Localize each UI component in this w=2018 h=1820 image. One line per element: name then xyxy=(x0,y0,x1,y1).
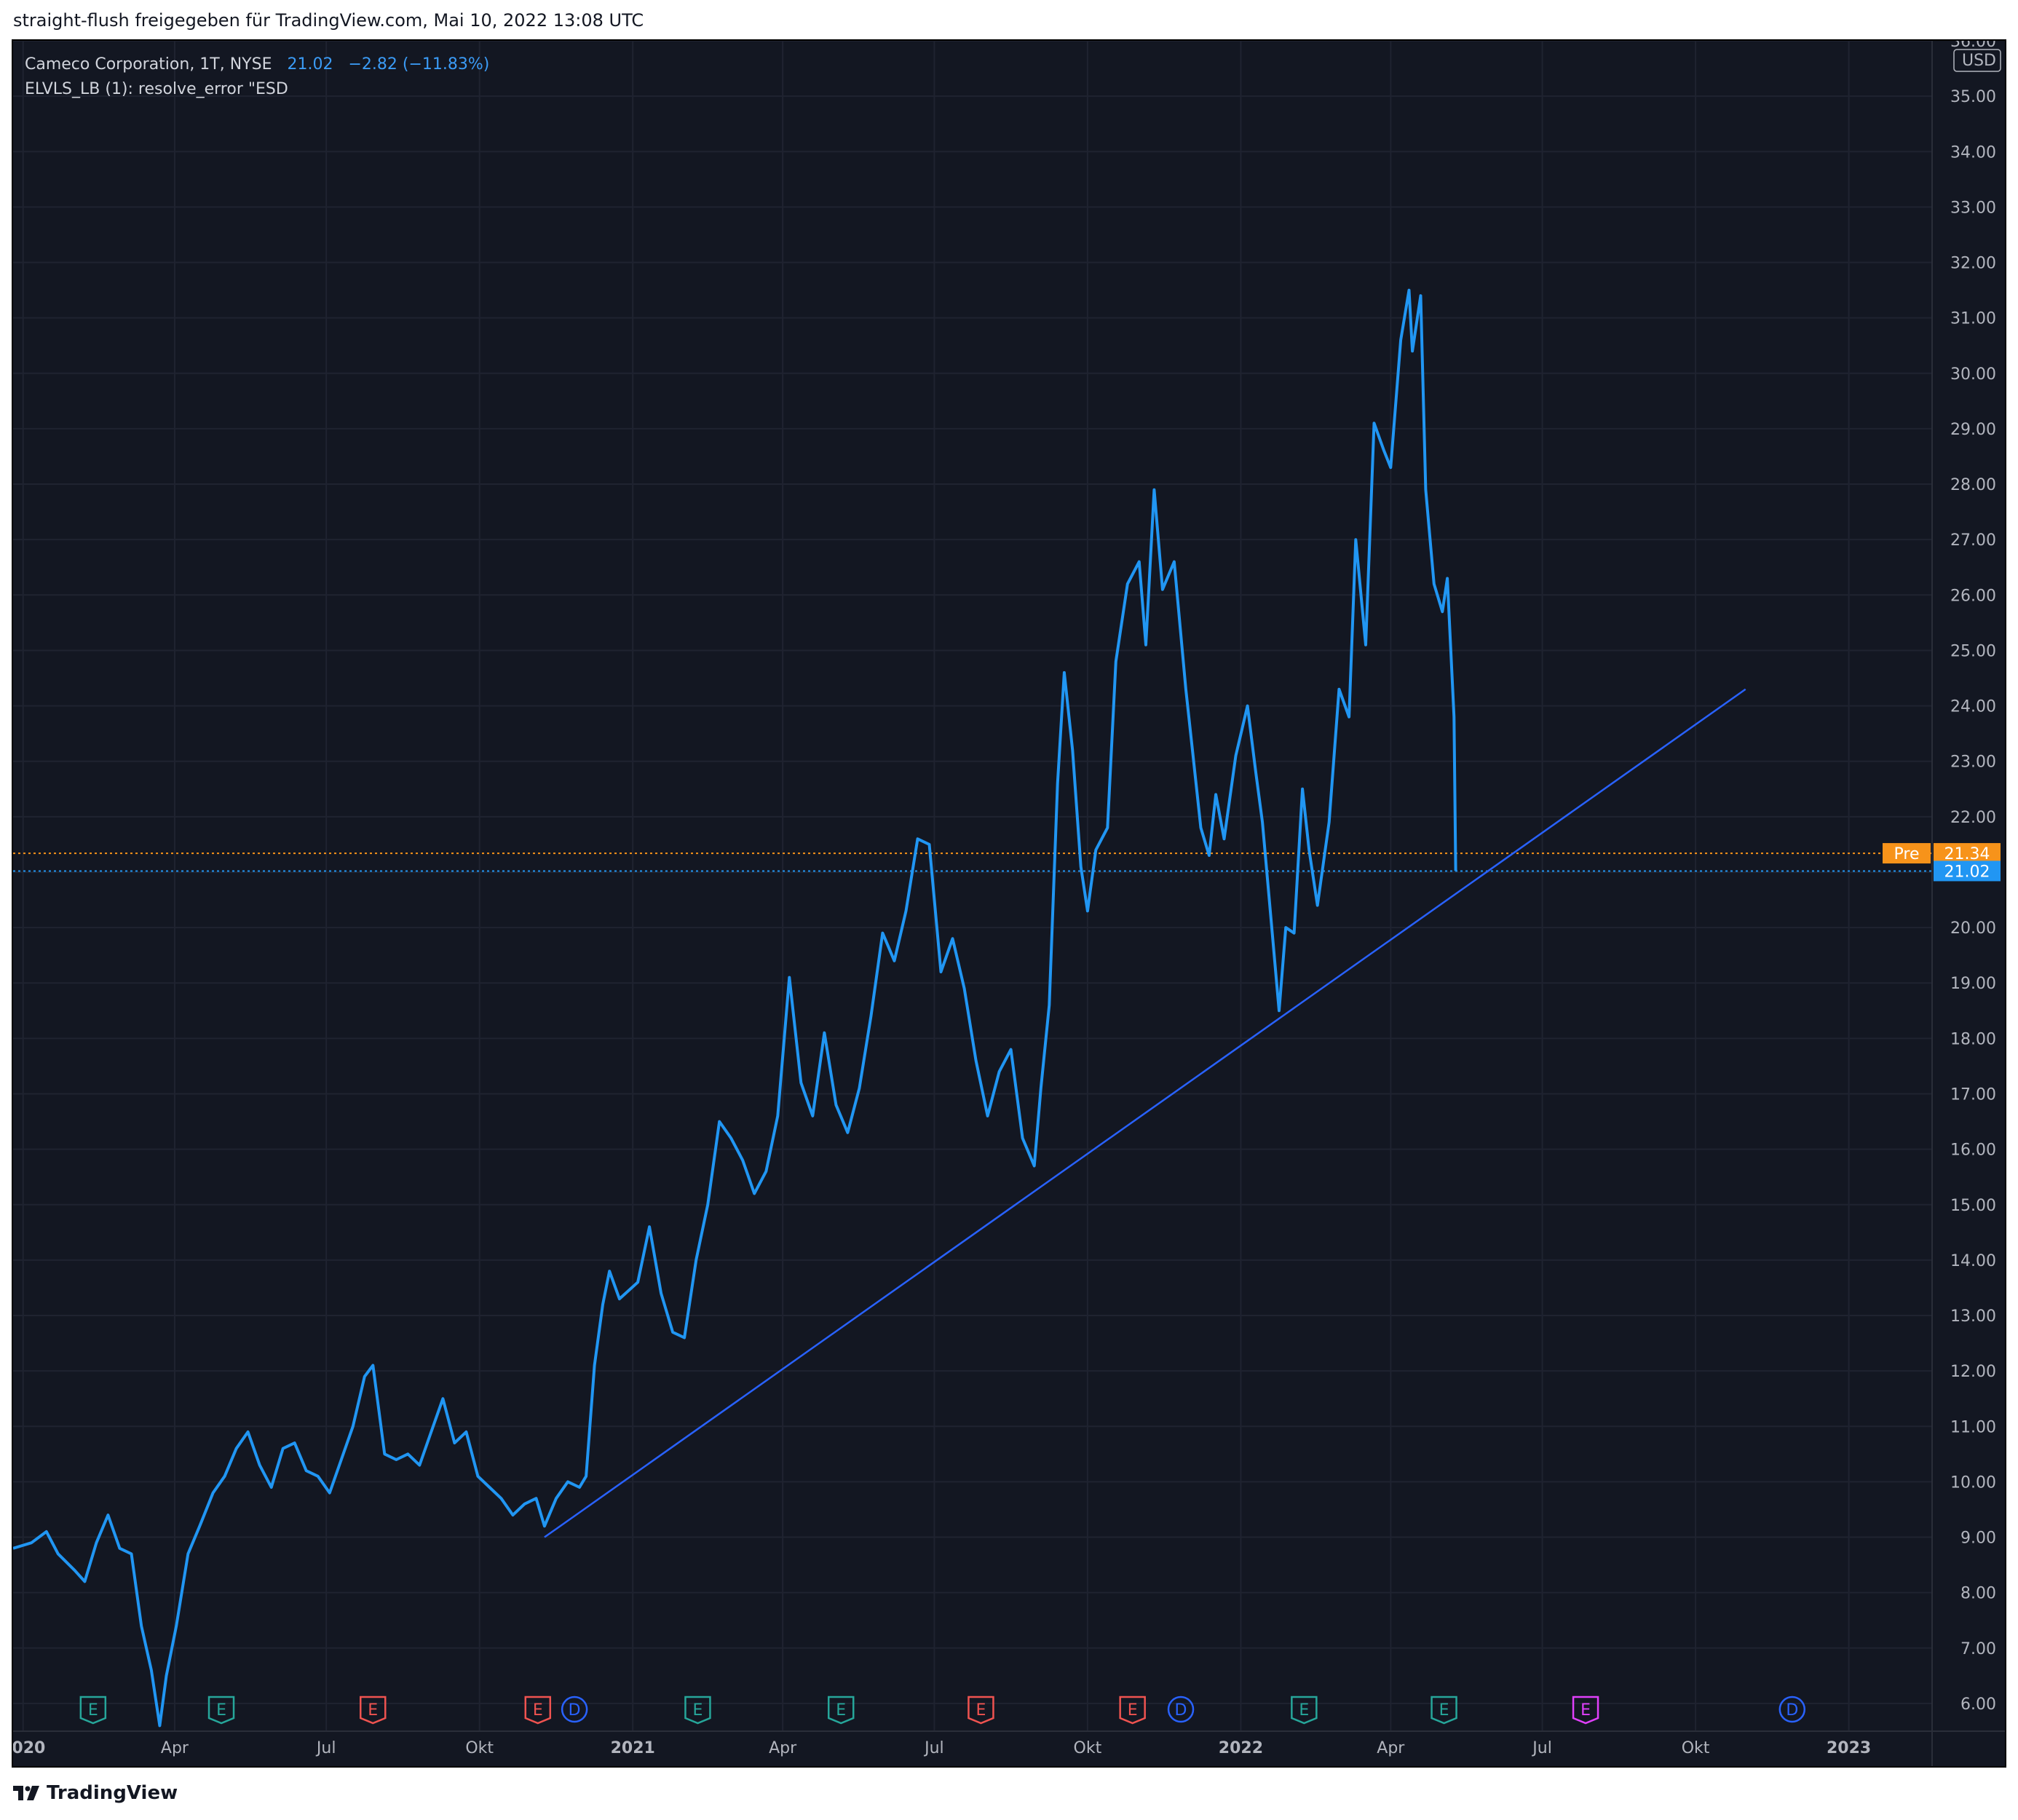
x-tick-label: Okt xyxy=(465,1739,494,1757)
event-marker-label: E xyxy=(1580,1701,1591,1720)
price-badge-label: 21.02 xyxy=(1944,863,1990,881)
y-tick-label: 11.00 xyxy=(1950,1418,1996,1436)
event-marker-label: D xyxy=(1175,1701,1187,1720)
y-tick-label: 19.00 xyxy=(1950,975,1996,993)
pre-market-badge xyxy=(1883,843,1931,864)
share-caption: straight-flush freigegeben für TradingVi… xyxy=(13,10,644,31)
y-tick-label: 6.00 xyxy=(1960,1696,1996,1714)
price-chart[interactable]: 6.00 7.00 8.00 9.00 10.00 11.00 12.00 13.00 14.0… xyxy=(13,41,2005,1766)
x-tick-label: 2022 xyxy=(1219,1739,1263,1757)
y-tick-label: 12.00 xyxy=(1950,1363,1996,1381)
y-tick-label: 24.00 xyxy=(1950,698,1996,716)
y-tick-label: 25.00 xyxy=(1950,642,1996,660)
footer-brand[interactable]: TradingView xyxy=(13,1782,178,1804)
y-tick-label: 17.00 xyxy=(1950,1085,1996,1104)
legend-indicator[interactable]: ELVLS_LB (1): resolve_error "ESD xyxy=(25,80,288,98)
earnings-marker-icon[interactable] xyxy=(684,1696,711,1725)
legend-symbol[interactable]: Cameco Corporation, 1T, NYSE xyxy=(25,55,272,74)
x-tick-label: Apr xyxy=(1377,1739,1405,1757)
x-tick-label: Apr xyxy=(769,1739,797,1757)
earnings-marker-icon[interactable] xyxy=(968,1696,994,1725)
price-badge xyxy=(1934,843,2001,864)
chart-legend: Cameco Corporation, 1T, NYSE 21.02 −2.82… xyxy=(25,52,489,102)
y-tick-label: 14.00 xyxy=(1950,1252,1996,1270)
earnings-marker-icon[interactable] xyxy=(827,1696,855,1725)
dividend-marker-icon[interactable] xyxy=(561,1696,588,1723)
y-tick-label: 31.00 xyxy=(1950,310,1996,328)
event-marker-label: E xyxy=(976,1701,986,1720)
price-badge xyxy=(1934,860,2001,882)
y-tick-label: 22.00 xyxy=(1950,809,1996,827)
event-marker-label: E xyxy=(836,1701,846,1720)
event-marker-label: E xyxy=(368,1701,378,1720)
y-tick-label: 26.00 xyxy=(1950,587,1996,605)
y-tick-label: 10.00 xyxy=(1950,1473,1996,1492)
dividend-marker-icon[interactable] xyxy=(1778,1696,1806,1723)
y-tick-label: 29.00 xyxy=(1950,421,1996,439)
tradingview-logo-icon xyxy=(13,1786,39,1800)
price-series-line[interactable] xyxy=(13,288,1457,1728)
legend-change: −2.82 (−11.83%) xyxy=(348,55,490,74)
trend-line[interactable] xyxy=(544,688,1746,1538)
pre-market-label: Pre xyxy=(1894,845,1920,863)
y-tick-label: 35.00 xyxy=(1950,88,1996,106)
price-badge-label: 21.34 xyxy=(1944,845,1990,863)
earnings-marker-icon[interactable] xyxy=(1572,1696,1599,1725)
event-marker-label: E xyxy=(533,1701,543,1720)
y-tick-label: 7.00 xyxy=(1960,1640,1996,1658)
x-tick-label: 2020 xyxy=(13,1739,45,1757)
earnings-marker-icon[interactable] xyxy=(207,1696,235,1725)
event-marker-label: E xyxy=(1439,1701,1449,1720)
share-header: straight-flush freigegeben für TradingVi… xyxy=(0,0,2018,41)
y-tick-label: 18.00 xyxy=(1950,1030,1996,1048)
legend-main-row: Cameco Corporation, 1T, NYSE 21.02 −2.82… xyxy=(25,52,489,77)
y-tick-label: 13.00 xyxy=(1950,1307,1996,1326)
y-tick-label: 23.00 xyxy=(1950,753,1996,772)
event-marker-label: D xyxy=(1786,1701,1798,1720)
earnings-marker-icon[interactable] xyxy=(1119,1696,1146,1725)
event-marker-label: D xyxy=(569,1701,581,1720)
event-marker-label: E xyxy=(692,1701,703,1720)
y-tick-label: 20.00 xyxy=(1950,919,1996,938)
earnings-marker-icon[interactable] xyxy=(79,1696,107,1725)
y-tick-label: 8.00 xyxy=(1960,1585,1996,1603)
earnings-marker-icon[interactable] xyxy=(1291,1696,1318,1725)
event-marker-label: E xyxy=(216,1701,226,1720)
x-tick-label: Jul xyxy=(1531,1739,1552,1757)
x-tick-label: 2021 xyxy=(611,1739,655,1757)
y-tick-label: 36.00 xyxy=(1950,41,1996,51)
footer-brand-label: TradingView xyxy=(47,1782,178,1804)
event-marker-label: E xyxy=(1128,1701,1138,1720)
y-tick-label: 30.00 xyxy=(1950,365,1996,384)
y-tick-label: 27.00 xyxy=(1950,531,1996,550)
x-tick-label: Jul xyxy=(923,1739,944,1757)
x-tick-label: Jul xyxy=(315,1739,336,1757)
currency-box xyxy=(1953,49,2001,72)
y-tick-label: 33.00 xyxy=(1950,199,1996,217)
x-tick-label: 2023 xyxy=(1827,1739,1871,1757)
y-tick-label: 9.00 xyxy=(1960,1530,1996,1548)
earnings-marker-icon[interactable] xyxy=(524,1696,552,1725)
y-tick-label: 15.00 xyxy=(1950,1197,1996,1215)
x-tick-label: Apr xyxy=(161,1739,189,1757)
y-tick-label: 16.00 xyxy=(1950,1142,1996,1160)
currency-label: USD xyxy=(1962,52,1996,70)
earnings-marker-icon[interactable] xyxy=(1431,1696,1457,1725)
y-tick-label: 28.00 xyxy=(1950,476,1996,494)
earnings-marker-icon[interactable] xyxy=(360,1696,387,1725)
event-marker-label: E xyxy=(1299,1701,1309,1720)
dividend-marker-icon[interactable] xyxy=(1167,1696,1195,1723)
y-tick-label: 32.00 xyxy=(1950,255,1996,273)
event-marker-label: E xyxy=(88,1701,98,1720)
plot-background xyxy=(13,41,2005,1766)
legend-last-price: 21.02 xyxy=(287,55,333,74)
x-tick-label: Okt xyxy=(1682,1739,1710,1757)
x-tick-label: Okt xyxy=(1074,1739,1102,1757)
y-tick-label: 34.00 xyxy=(1950,143,1996,162)
